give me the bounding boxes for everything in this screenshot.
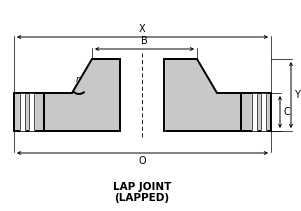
Text: r: r bbox=[76, 75, 79, 84]
Polygon shape bbox=[241, 93, 271, 131]
Text: X: X bbox=[139, 24, 146, 34]
Polygon shape bbox=[44, 59, 241, 131]
Text: B: B bbox=[141, 36, 148, 46]
Text: (LAPPED): (LAPPED) bbox=[114, 193, 169, 203]
Polygon shape bbox=[14, 93, 44, 131]
Text: LAP JOINT: LAP JOINT bbox=[113, 182, 171, 192]
Text: Y: Y bbox=[294, 90, 300, 100]
Text: O: O bbox=[139, 156, 146, 166]
Text: C: C bbox=[283, 107, 290, 117]
